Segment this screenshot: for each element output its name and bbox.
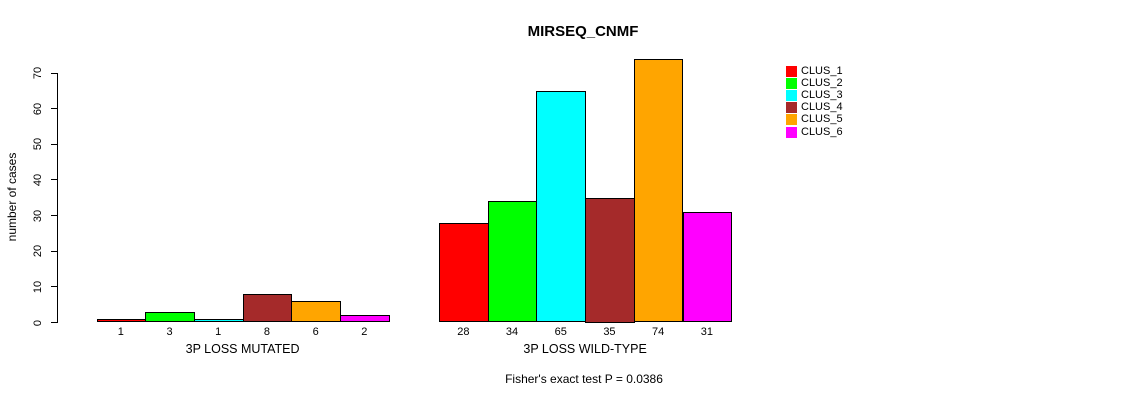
bar-clus_5 xyxy=(291,301,341,323)
y-tick-mark xyxy=(51,143,57,145)
legend-entry: CLUS_4 xyxy=(786,102,843,114)
chart-title: MIRSEQ_CNMF xyxy=(527,23,639,40)
bar-value-label: 35 xyxy=(603,326,616,338)
y-tick-label: 40 xyxy=(32,173,44,187)
y-tick-mark xyxy=(51,72,57,74)
y-tick-label: 20 xyxy=(32,245,44,258)
bar-clus_3 xyxy=(536,90,587,323)
y-tick-mark xyxy=(51,108,57,110)
legend-swatch-icon xyxy=(786,102,797,114)
bar-clus_4 xyxy=(242,293,293,323)
bar-clus_2 xyxy=(487,201,538,323)
y-tick-label: 0 xyxy=(32,319,44,326)
legend-label: CLUS_5 xyxy=(801,113,843,126)
bar-clus_1 xyxy=(96,318,147,323)
legend-swatch-icon xyxy=(786,114,797,126)
bar-value-label: 1 xyxy=(215,326,222,338)
y-tick-label: 30 xyxy=(32,209,44,222)
y-tick-mark xyxy=(51,179,57,181)
bar-clus_3 xyxy=(193,318,244,323)
bar-value-label: 3 xyxy=(166,326,173,338)
bar-value-label: 65 xyxy=(554,326,567,338)
bar-clus_5 xyxy=(633,58,684,323)
bar-clus_2 xyxy=(145,311,195,323)
bar-clus_1 xyxy=(439,222,489,323)
y-axis-label: number of cases xyxy=(5,152,19,242)
legend-label: CLUS_3 xyxy=(801,88,843,101)
legend-swatch-icon xyxy=(786,126,797,138)
legend-label: CLUS_6 xyxy=(801,125,843,138)
footer-stat: Fisher's exact test P = 0.0386 xyxy=(505,372,663,386)
y-tick-mark xyxy=(51,322,57,323)
bar-clus_6 xyxy=(340,315,390,323)
legend-entry: CLUS_3 xyxy=(786,89,843,101)
y-tick-mark xyxy=(51,215,57,217)
legend: CLUS_1 CLUS_2 CLUS_3 CLUS_4 CLUS_5 CLUS_6 xyxy=(786,65,843,138)
legend-entry: CLUS_6 xyxy=(786,126,843,138)
legend-entry: CLUS_2 xyxy=(786,77,843,89)
group-label: 3P LOSS MUTATED xyxy=(185,342,300,356)
bar-value-label: 6 xyxy=(312,326,319,338)
bar-value-label: 74 xyxy=(652,326,665,338)
y-axis-line xyxy=(57,73,58,323)
y-tick-mark xyxy=(51,250,57,252)
bar-value-label: 2 xyxy=(361,326,368,338)
group-label: 3P LOSS WILD-TYPE xyxy=(523,342,647,356)
legend-entry: CLUS_5 xyxy=(786,114,843,126)
legend-label: CLUS_2 xyxy=(801,76,843,89)
bar-value-label: 31 xyxy=(700,326,713,338)
legend-entry: CLUS_1 xyxy=(786,65,843,77)
bar-value-label: 34 xyxy=(505,326,519,338)
y-tick-label: 10 xyxy=(32,280,44,293)
legend-label: CLUS_4 xyxy=(801,101,843,114)
bar-clus_4 xyxy=(585,197,635,323)
legend-label: CLUS_1 xyxy=(801,64,843,77)
bar-value-label: 8 xyxy=(263,326,270,338)
bar-clus_6 xyxy=(682,212,733,323)
bar-value-label: 1 xyxy=(117,326,124,338)
y-tick-mark xyxy=(51,286,57,288)
y-tick-label: 60 xyxy=(32,102,44,115)
legend-swatch-icon xyxy=(786,89,797,101)
y-tick-label: 50 xyxy=(32,138,44,151)
legend-swatch-icon xyxy=(786,65,797,77)
legend-swatch-icon xyxy=(786,77,797,89)
bar-value-label: 28 xyxy=(457,326,470,338)
y-tick-label: 70 xyxy=(32,66,44,80)
